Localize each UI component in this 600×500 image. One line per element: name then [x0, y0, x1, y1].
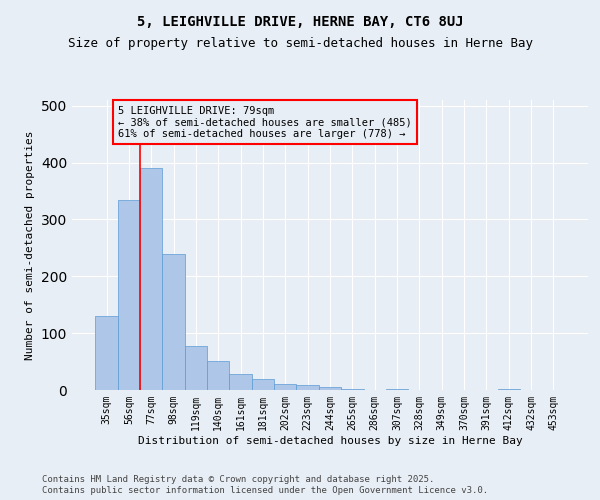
Text: Contains public sector information licensed under the Open Government Licence v3: Contains public sector information licen…: [42, 486, 488, 495]
Bar: [140, 168, 163, 390]
Y-axis label: Number of semi-detached properties: Number of semi-detached properties: [25, 130, 35, 360]
Bar: [229, 374, 252, 390]
Bar: [274, 384, 296, 390]
Bar: [207, 361, 229, 390]
Bar: [95, 316, 118, 390]
Text: 5 LEIGHVILLE DRIVE: 79sqm
← 38% of semi-detached houses are smaller (485)
61% of: 5 LEIGHVILLE DRIVE: 79sqm ← 38% of semi-…: [118, 106, 412, 139]
Bar: [341, 389, 364, 390]
Text: Size of property relative to semi-detached houses in Herne Bay: Size of property relative to semi-detach…: [67, 38, 533, 51]
Bar: [163, 254, 185, 390]
Bar: [185, 346, 207, 390]
Bar: [497, 389, 520, 390]
Text: 5, LEIGHVILLE DRIVE, HERNE BAY, CT6 8UJ: 5, LEIGHVILLE DRIVE, HERNE BAY, CT6 8UJ: [137, 15, 463, 29]
Bar: [252, 378, 274, 390]
X-axis label: Distribution of semi-detached houses by size in Herne Bay: Distribution of semi-detached houses by …: [137, 436, 523, 446]
Bar: [118, 200, 140, 390]
Bar: [319, 387, 341, 390]
Text: Contains HM Land Registry data © Crown copyright and database right 2025.: Contains HM Land Registry data © Crown c…: [42, 475, 434, 484]
Bar: [296, 385, 319, 390]
